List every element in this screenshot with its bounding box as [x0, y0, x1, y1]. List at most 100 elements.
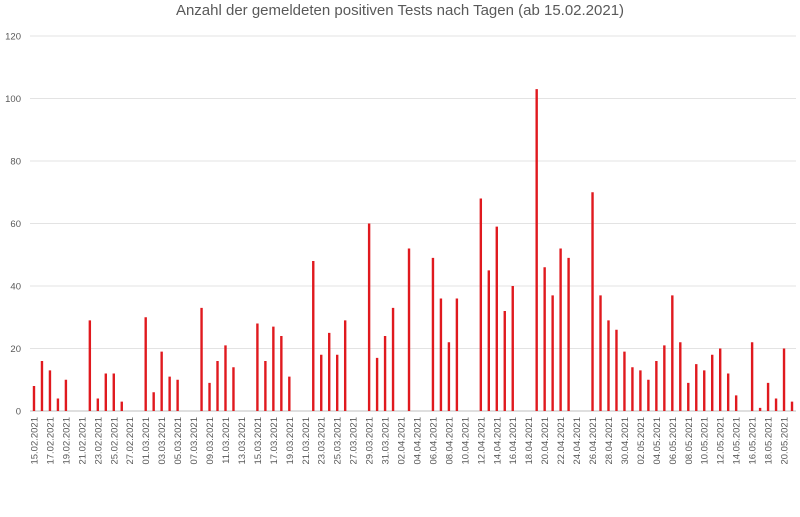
- bar-16.02.2021: [40, 361, 44, 411]
- bar-13.05.2021: [726, 373, 730, 411]
- x-tick-label: 19.02.2021: [61, 417, 72, 465]
- bar-03.05.2021: [647, 379, 650, 411]
- x-tick-label: 04.05.2021: [652, 417, 663, 465]
- bar-19.02.2021: [64, 379, 68, 411]
- x-tick-label: 09.03.2021: [205, 417, 216, 465]
- bar-14.04.2021: [495, 226, 498, 411]
- bar-12.04.2021: [479, 198, 483, 411]
- x-tick-label: 29.03.2021: [365, 417, 376, 465]
- x-tick-label: 08.04.2021: [444, 417, 455, 465]
- x-tick-label: 24.04.2021: [572, 417, 583, 465]
- bar-24.02.2021: [104, 373, 108, 411]
- bar-29.03.2021: [367, 223, 371, 411]
- x-tick-label: 25.03.2021: [333, 417, 344, 465]
- bar-20.05.2021: [782, 348, 786, 411]
- x-tick-label: 15.02.2021: [29, 417, 40, 465]
- bar-17.02.2021: [48, 370, 52, 411]
- bar-01.03.2021: [144, 317, 147, 411]
- bar-22.04.2021: [559, 248, 562, 411]
- bar-10.03.2021: [216, 361, 219, 411]
- bar-11.05.2021: [711, 354, 714, 411]
- x-tick-label: 31.03.2021: [381, 417, 392, 465]
- bar-02.03.2021: [152, 392, 155, 411]
- bar-02.05.2021: [639, 370, 642, 411]
- x-tick-label: 18.04.2021: [524, 417, 535, 465]
- x-tick-label: 21.02.2021: [77, 417, 88, 465]
- x-tick-label: 23.03.2021: [317, 417, 328, 465]
- bar-26.02.2021: [120, 401, 123, 411]
- bar-27.04.2021: [599, 295, 602, 411]
- bar-09.05.2021: [695, 364, 698, 411]
- bar-22.02.2021: [88, 320, 92, 411]
- y-tick-label: 40: [10, 282, 21, 293]
- bar-06.04.2021: [431, 257, 435, 411]
- x-tick-label: 02.05.2021: [636, 417, 647, 465]
- bar-23.03.2021: [320, 354, 323, 411]
- bar-01.04.2021: [391, 307, 395, 411]
- bar-23.04.2021: [567, 257, 570, 411]
- bar-18.05.2021: [766, 382, 770, 411]
- bar-07.05.2021: [679, 342, 682, 411]
- bar-19.04.2021: [535, 89, 538, 411]
- x-tick-label: 07.03.2021: [189, 417, 200, 465]
- y-tick-label: 0: [16, 407, 21, 418]
- bar-25.03.2021: [335, 354, 339, 411]
- bar-09.04.2021: [455, 298, 459, 411]
- bar-21.05.2021: [790, 401, 794, 411]
- bar-30.03.2021: [375, 357, 379, 411]
- x-tick-label: 27.03.2021: [349, 417, 360, 465]
- x-tick-label: 18.05.2021: [764, 417, 775, 465]
- x-tick-label: 28.04.2021: [604, 417, 615, 465]
- bar-20.04.2021: [543, 267, 546, 411]
- x-tick-label: 17.02.2021: [45, 417, 56, 465]
- x-tick-label: 05.03.2021: [173, 417, 184, 465]
- x-tick-label: 20.04.2021: [540, 417, 551, 465]
- x-tick-label: 27.02.2021: [125, 417, 136, 465]
- bar-16.03.2021: [264, 361, 267, 411]
- bar-17.05.2021: [758, 407, 762, 411]
- bar-22.03.2021: [312, 261, 315, 411]
- x-tick-label: 06.04.2021: [428, 417, 439, 465]
- x-tick-label: 17.03.2021: [269, 417, 280, 465]
- y-tick-label: 20: [10, 344, 21, 355]
- bar-08.03.2021: [200, 307, 203, 411]
- x-tick-label: 12.05.2021: [716, 417, 727, 465]
- bar-13.04.2021: [487, 270, 491, 411]
- y-tick-label: 100: [5, 94, 21, 105]
- x-tick-label: 11.03.2021: [221, 417, 232, 464]
- bar-28.04.2021: [607, 320, 610, 411]
- x-tick-label: 14.05.2021: [732, 417, 743, 465]
- bar-10.05.2021: [703, 370, 706, 411]
- bar-06.05.2021: [671, 295, 674, 411]
- x-tick-label: 14.04.2021: [492, 417, 503, 465]
- y-tick-label: 60: [10, 219, 21, 230]
- bar-05.03.2021: [176, 379, 179, 411]
- bar-26.03.2021: [343, 320, 347, 411]
- x-tick-label: 08.05.2021: [684, 417, 695, 465]
- x-tick-label: 20.05.2021: [780, 417, 791, 465]
- x-tick-label: 16.04.2021: [508, 417, 519, 465]
- x-tick-label: 12.04.2021: [476, 417, 487, 465]
- y-tick-label: 120: [5, 32, 21, 43]
- x-tick-label: 19.03.2021: [285, 417, 296, 465]
- bar-24.03.2021: [328, 332, 331, 411]
- bar-08.05.2021: [687, 382, 690, 411]
- x-tick-label: 13.03.2021: [237, 417, 248, 465]
- x-tick-label: 21.03.2021: [301, 417, 312, 465]
- bar-16.05.2021: [750, 342, 754, 411]
- bar-21.04.2021: [551, 295, 554, 411]
- bar-25.02.2021: [112, 373, 115, 411]
- y-axis-tick-labels: 0 20 40 60 80 100 120: [5, 32, 21, 418]
- bar-08.04.2021: [447, 342, 451, 411]
- bar-07.04.2021: [439, 298, 443, 411]
- bar-15.02.2021: [32, 386, 36, 411]
- bar-15.04.2021: [503, 311, 506, 411]
- chart-title: Anzahl der gemeldeten positiven Tests na…: [175, 2, 625, 19]
- x-tick-label: 23.02.2021: [93, 417, 104, 465]
- x-axis-tick-labels: 15.02.2021 17.02.2021 19.02.2021 21.02.2021…: [29, 417, 790, 465]
- bar-14.05.2021: [734, 395, 738, 411]
- bar-31.03.2021: [383, 336, 387, 411]
- x-tick-label: 26.04.2021: [588, 417, 599, 465]
- bar-12.05.2021: [718, 348, 722, 411]
